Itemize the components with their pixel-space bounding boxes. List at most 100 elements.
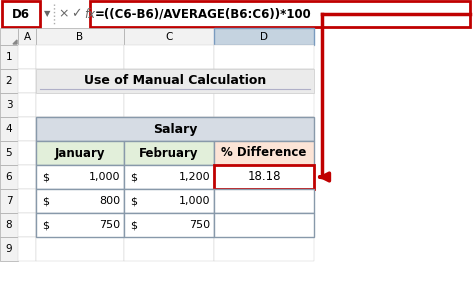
Text: A: A (23, 31, 30, 42)
Bar (214, 189, 314, 213)
Bar (18, 165, 36, 189)
Bar (124, 165, 214, 189)
Bar (36, 237, 124, 261)
Text: fx: fx (84, 7, 95, 21)
Bar (214, 117, 314, 141)
Text: 9: 9 (6, 244, 12, 254)
Text: $: $ (130, 172, 137, 182)
Bar (36, 141, 124, 165)
Text: 750: 750 (189, 220, 210, 230)
Text: $: $ (130, 196, 137, 206)
Bar (0, 45, 18, 69)
Bar (214, 141, 314, 165)
Text: 3: 3 (6, 100, 12, 110)
Bar (124, 117, 214, 141)
Text: % Difference: % Difference (221, 147, 307, 159)
Bar (18, 117, 36, 141)
Bar (90, 1, 470, 27)
Text: 800: 800 (99, 196, 120, 206)
Text: ×: × (58, 7, 69, 21)
Bar (36, 117, 314, 141)
Bar (214, 165, 314, 189)
Bar (18, 213, 36, 237)
Bar (36, 189, 124, 213)
Text: ▼: ▼ (44, 10, 51, 19)
Bar (124, 237, 214, 261)
Bar (36, 69, 314, 93)
Bar (18, 28, 36, 45)
Text: 1,200: 1,200 (178, 172, 210, 182)
Bar (18, 189, 36, 213)
Text: 1,000: 1,000 (89, 172, 120, 182)
Text: Use of Manual Calculation: Use of Manual Calculation (84, 74, 266, 88)
Bar (124, 165, 214, 189)
Text: ✓: ✓ (71, 7, 82, 21)
Text: 1,000: 1,000 (179, 196, 210, 206)
Bar (124, 141, 214, 165)
Bar (214, 189, 314, 213)
Bar (0, 189, 18, 213)
Bar (36, 165, 124, 189)
Bar (124, 93, 214, 117)
Bar (0, 28, 18, 45)
Bar (18, 141, 36, 165)
Text: 5: 5 (6, 148, 12, 158)
Bar (214, 213, 314, 237)
Text: 7: 7 (6, 196, 12, 206)
Text: 8: 8 (6, 220, 12, 230)
Bar (36, 93, 124, 117)
Bar (214, 28, 314, 45)
Bar (2, 1, 40, 27)
Polygon shape (13, 40, 17, 44)
Text: 18.18: 18.18 (247, 170, 281, 184)
Bar (36, 45, 124, 69)
Bar (124, 213, 214, 237)
Bar (0, 213, 18, 237)
Text: Salary: Salary (153, 123, 197, 135)
Bar (36, 69, 124, 93)
Bar (124, 69, 214, 93)
Bar (18, 69, 36, 93)
Text: 750: 750 (99, 220, 120, 230)
Bar (0, 93, 18, 117)
Bar (124, 45, 214, 69)
Bar (0, 141, 18, 165)
Bar (36, 213, 124, 237)
Bar (214, 93, 314, 117)
Bar (36, 189, 124, 213)
Bar (0, 69, 18, 93)
Bar (0, 165, 18, 189)
Bar (124, 28, 214, 45)
Text: D: D (260, 31, 268, 42)
Bar (214, 165, 314, 189)
Text: B: B (76, 31, 83, 42)
Bar (214, 237, 314, 261)
Bar (36, 165, 124, 189)
Text: $: $ (130, 220, 137, 230)
Bar (124, 213, 214, 237)
Text: 2: 2 (6, 76, 12, 86)
Bar (214, 69, 314, 93)
Bar (36, 117, 124, 141)
Text: C: C (165, 31, 173, 42)
Bar (18, 45, 36, 69)
Text: February: February (139, 147, 199, 159)
Bar (18, 93, 36, 117)
Bar (124, 189, 214, 213)
Bar (214, 213, 314, 237)
Bar (36, 28, 124, 45)
Bar (0, 117, 18, 141)
Text: $: $ (42, 172, 49, 182)
Bar (36, 213, 124, 237)
Text: $: $ (42, 220, 49, 230)
Bar (214, 45, 314, 69)
Bar (0, 237, 18, 261)
Bar (36, 141, 124, 165)
Text: 6: 6 (6, 172, 12, 182)
Bar (214, 141, 314, 165)
Bar (124, 141, 214, 165)
Text: 4: 4 (6, 124, 12, 134)
Bar (18, 237, 36, 261)
Text: January: January (55, 147, 105, 159)
Text: 1: 1 (6, 52, 12, 62)
